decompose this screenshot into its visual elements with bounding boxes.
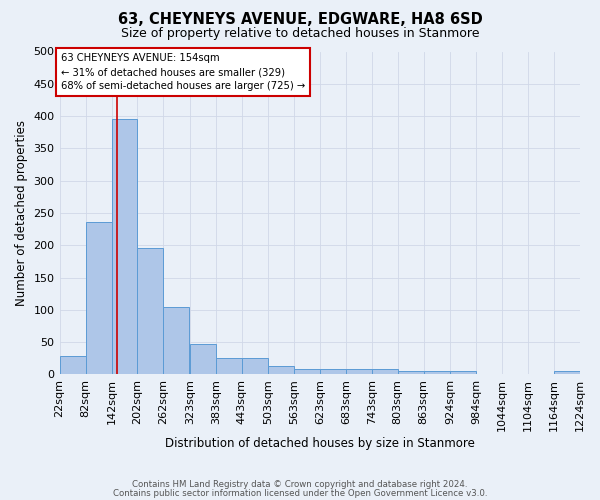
Text: Contains public sector information licensed under the Open Government Licence v3: Contains public sector information licen… bbox=[113, 488, 487, 498]
Bar bbox=[346, 368, 372, 374]
Text: 63 CHEYNEYS AVENUE: 154sqm
← 31% of detached houses are smaller (329)
68% of sem: 63 CHEYNEYS AVENUE: 154sqm ← 31% of deta… bbox=[61, 54, 305, 92]
Bar bbox=[320, 368, 346, 374]
Bar bbox=[268, 366, 294, 374]
Bar bbox=[398, 371, 424, 374]
Text: Size of property relative to detached houses in Stanmore: Size of property relative to detached ho… bbox=[121, 28, 479, 40]
Bar bbox=[424, 371, 449, 374]
Bar bbox=[216, 358, 242, 374]
Bar bbox=[163, 308, 190, 374]
Bar bbox=[554, 371, 580, 374]
X-axis label: Distribution of detached houses by size in Stanmore: Distribution of detached houses by size … bbox=[165, 437, 475, 450]
Bar bbox=[137, 248, 163, 374]
Y-axis label: Number of detached properties: Number of detached properties bbox=[15, 120, 28, 306]
Bar bbox=[450, 371, 476, 374]
Bar bbox=[112, 118, 137, 374]
Bar bbox=[86, 222, 112, 374]
Bar bbox=[294, 368, 320, 374]
Bar bbox=[59, 356, 86, 374]
Text: 63, CHEYNEYS AVENUE, EDGWARE, HA8 6SD: 63, CHEYNEYS AVENUE, EDGWARE, HA8 6SD bbox=[118, 12, 482, 28]
Bar bbox=[190, 344, 216, 374]
Text: Contains HM Land Registry data © Crown copyright and database right 2024.: Contains HM Land Registry data © Crown c… bbox=[132, 480, 468, 489]
Bar bbox=[242, 358, 268, 374]
Bar bbox=[372, 368, 398, 374]
